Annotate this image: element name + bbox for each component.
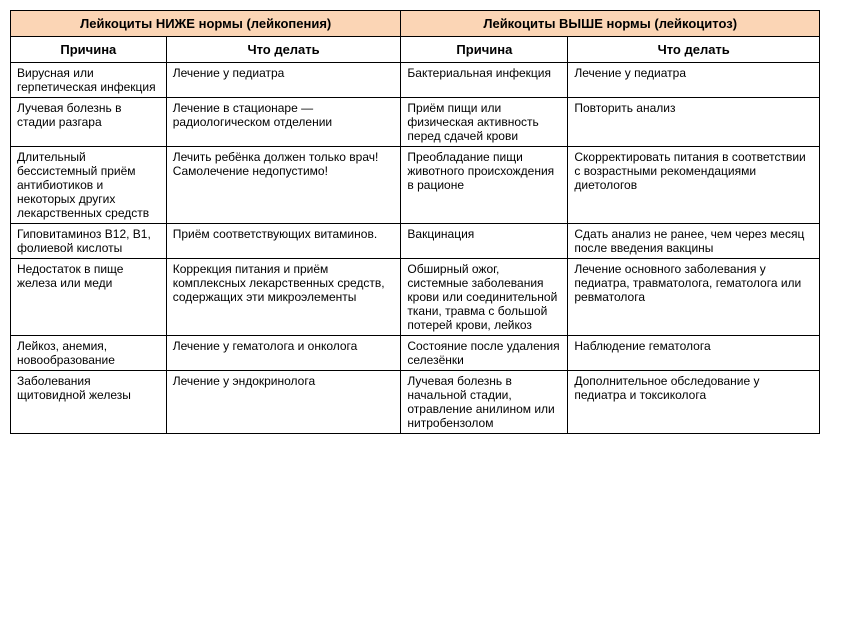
cell-action-right: Повторить анализ: [568, 98, 820, 147]
table-row: Лейкоз, анемия, новообразованиеЛечение у…: [11, 336, 820, 371]
cell-cause-left: Гиповитаминоз В12, В1, фолиевой кислоты: [11, 224, 167, 259]
table-row: Лучевая болезнь в стадии разгараЛечение …: [11, 98, 820, 147]
cell-action-right: Наблюдение гематолога: [568, 336, 820, 371]
cell-action-left: Лечение у гематолога и онколога: [166, 336, 401, 371]
table-row: Недостаток в пище железа или медиКоррекц…: [11, 259, 820, 336]
subheader-cause-right: Причина: [401, 37, 568, 63]
cell-action-right: Скорректировать питания в соответствии с…: [568, 147, 820, 224]
cell-action-left: Лечить ребёнка должен только врач! Самол…: [166, 147, 401, 224]
table-row: Длительный бессистемный приём антибиотик…: [11, 147, 820, 224]
header-left: Лейкоциты НИЖЕ нормы (лейкопения): [11, 11, 401, 37]
cell-cause-right: Состояние после удаления селезёнки: [401, 336, 568, 371]
cell-cause-right: Преобладание пищи животного происхождени…: [401, 147, 568, 224]
cell-cause-left: Длительный бессистемный приём антибиотик…: [11, 147, 167, 224]
cell-cause-left: Лейкоз, анемия, новообразование: [11, 336, 167, 371]
table-body: Вирусная или герпетическая инфекцияЛечен…: [11, 63, 820, 434]
cell-action-right: Сдать анализ не ранее, чем через месяц п…: [568, 224, 820, 259]
cell-action-left: Лечение у эндокринолога: [166, 371, 401, 434]
cell-cause-left: Лучевая болезнь в стадии разгара: [11, 98, 167, 147]
cell-action-right: Дополнительное обследование у педиатра и…: [568, 371, 820, 434]
table-row: Заболевания щитовидной железыЛечение у э…: [11, 371, 820, 434]
leukocyte-table: Лейкоциты НИЖЕ нормы (лейкопения) Лейкоц…: [10, 10, 820, 434]
cell-cause-left: Заболевания щитовидной железы: [11, 371, 167, 434]
cell-action-left: Лечение в стационаре — радиологическом о…: [166, 98, 401, 147]
subheader-cause-left: Причина: [11, 37, 167, 63]
cell-action-right: Лечение у педиатра: [568, 63, 820, 98]
cell-action-left: Приём соответствующих витаминов.: [166, 224, 401, 259]
cell-action-left: Лечение у педиатра: [166, 63, 401, 98]
cell-cause-left: Вирусная или герпетическая инфекция: [11, 63, 167, 98]
header-right: Лейкоциты ВЫШЕ нормы (лейкоцитоз): [401, 11, 820, 37]
cell-cause-right: Вакцинация: [401, 224, 568, 259]
cell-cause-left: Недостаток в пище железа или меди: [11, 259, 167, 336]
cell-cause-right: Лучевая болезнь в начальной стадии, отра…: [401, 371, 568, 434]
cell-action-left: Коррекция питания и приём комплексных ле…: [166, 259, 401, 336]
subheader-action-left: Что делать: [166, 37, 401, 63]
subheader-action-right: Что делать: [568, 37, 820, 63]
cell-cause-right: Бактериальная инфекция: [401, 63, 568, 98]
cell-cause-right: Приём пищи или физическая активность пер…: [401, 98, 568, 147]
table-row: Вирусная или герпетическая инфекцияЛечен…: [11, 63, 820, 98]
table-row: Гиповитаминоз В12, В1, фолиевой кислотыП…: [11, 224, 820, 259]
cell-action-right: Лечение основного заболевания у педиатра…: [568, 259, 820, 336]
cell-cause-right: Обширный ожог, системные заболевания кро…: [401, 259, 568, 336]
